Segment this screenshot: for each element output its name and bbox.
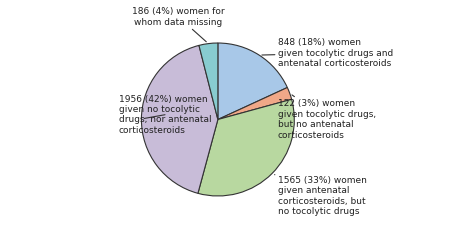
Wedge shape: [199, 43, 218, 120]
Wedge shape: [218, 87, 292, 120]
Wedge shape: [198, 99, 294, 196]
Text: 848 (18%) women
given tocolytic drugs and
antenatal corticosteroids: 848 (18%) women given tocolytic drugs an…: [262, 38, 393, 68]
Text: 1956 (42%) women
given no tocolytic
drugs, nor antenatal
corticosteroids: 1956 (42%) women given no tocolytic drug…: [118, 95, 211, 135]
Wedge shape: [218, 43, 287, 120]
Text: 186 (4%) women for
whom data missing: 186 (4%) women for whom data missing: [132, 7, 225, 42]
Text: 122 (3%) women
given tocolytic drugs,
but no antenatal
corticosteroids: 122 (3%) women given tocolytic drugs, bu…: [278, 95, 376, 140]
Wedge shape: [141, 45, 218, 193]
Text: 1565 (33%) women
given antenatal
corticosteroids, but
no tocolytic drugs: 1565 (33%) women given antenatal cortico…: [274, 175, 366, 216]
